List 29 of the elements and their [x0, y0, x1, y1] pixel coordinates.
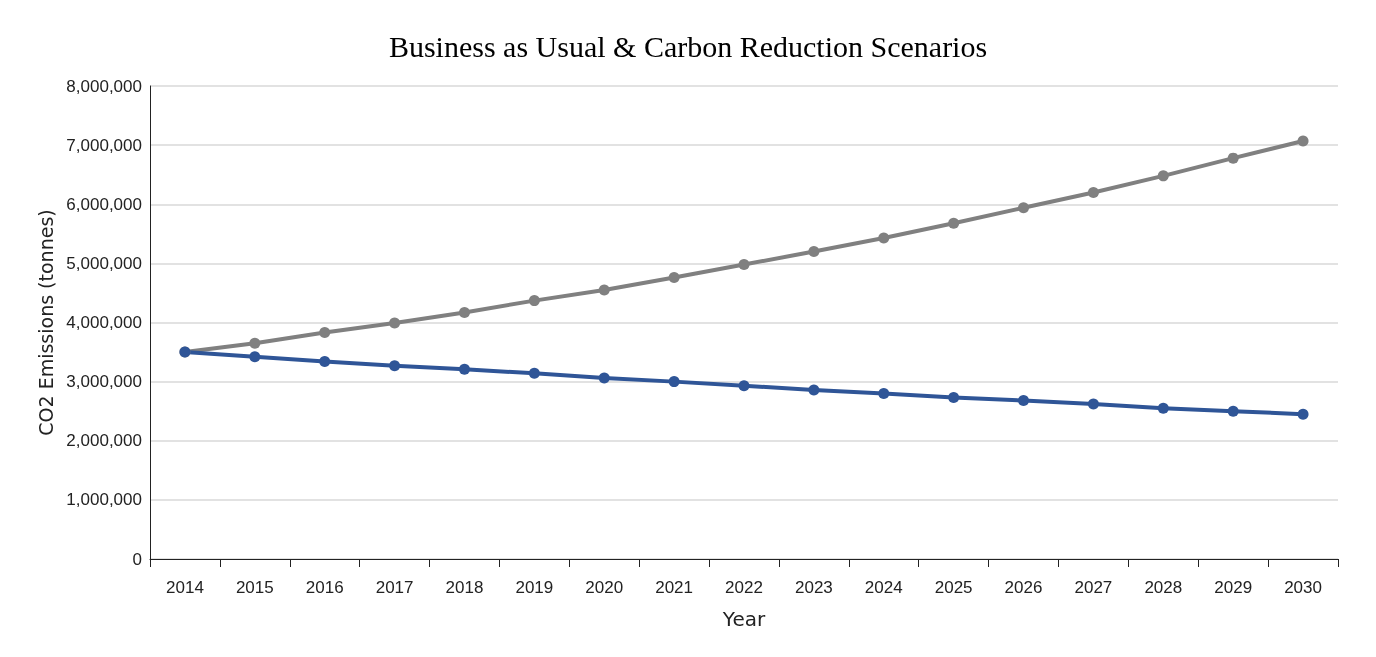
y-axis-title: CO2 Emissions (tonnes): [34, 209, 57, 436]
x-tick-label: 2028: [1144, 578, 1183, 597]
x-tick-label: 2018: [445, 578, 484, 597]
x-tick-label: 2019: [515, 578, 554, 597]
y-tick-label: 6,000,000: [66, 194, 142, 214]
y-tick-label: 7,000,000: [66, 135, 142, 155]
x-tick-label: 2025: [934, 578, 973, 597]
x-tick-label: 2024: [864, 578, 903, 597]
x-tick-label: 2015: [235, 578, 274, 597]
x-tick-label: 2023: [794, 578, 833, 597]
x-axis-title: Year: [721, 607, 766, 631]
x-tick-label: 2021: [655, 578, 694, 597]
x-tick-label: 2020: [585, 578, 624, 597]
x-tick-label: 2022: [725, 578, 763, 597]
y-tick-label: 0: [132, 549, 142, 569]
x-tick-label: 2029: [1214, 578, 1253, 597]
y-tick-label: 5,000,000: [66, 253, 142, 273]
y-tick-label: 3,000,000: [66, 372, 142, 392]
chart-title: Business as Usual & Carbon Reduction Scenarios: [388, 29, 988, 63]
x-tick-label: 2017: [375, 578, 414, 597]
x-tick-label: 2016: [305, 578, 344, 597]
x-tick-label: 2014: [166, 578, 204, 597]
y-tick-label: 2,000,000: [66, 431, 142, 451]
x-tick-label: 2026: [1004, 578, 1043, 597]
x-tick-label: 2027: [1074, 578, 1113, 597]
y-tick-label: 4,000,000: [66, 313, 142, 332]
y-tick-label: 1,000,000: [66, 490, 142, 510]
x-tick-label: 2030: [1284, 578, 1322, 597]
y-tick-label: 8,000,000: [66, 76, 142, 96]
